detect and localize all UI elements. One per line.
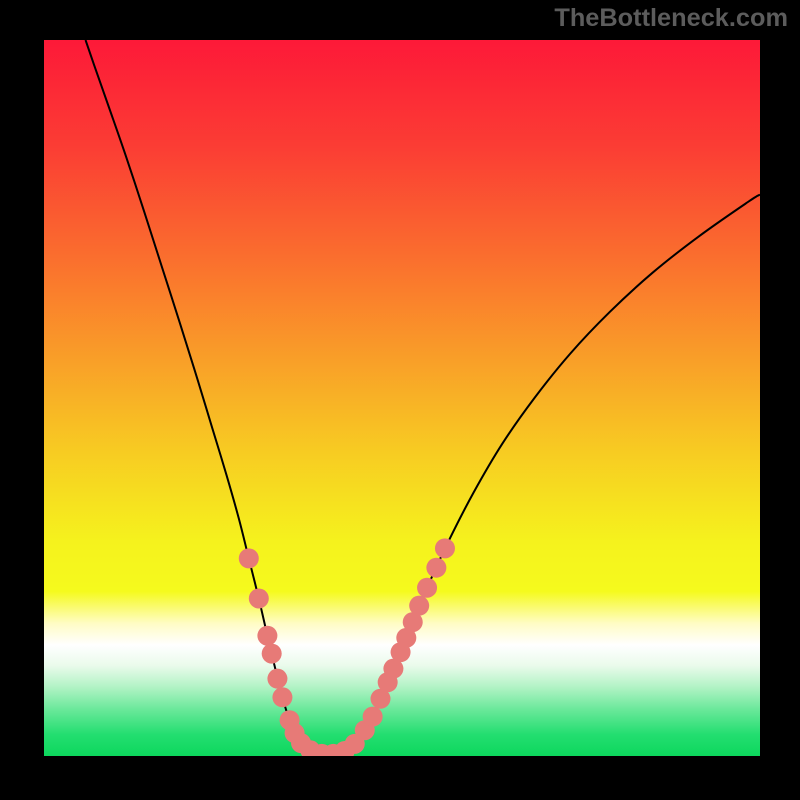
marker-dot: [435, 538, 455, 558]
chart-overlay-svg: [44, 40, 760, 756]
chart-root: { "canvas": { "width": 800, "height": 80…: [0, 0, 800, 800]
marker-dot: [257, 626, 277, 646]
marker-dot: [426, 558, 446, 578]
marker-dot: [239, 548, 259, 568]
marker-dot: [363, 707, 383, 727]
marker-dot: [262, 644, 282, 664]
marker-dot: [417, 578, 437, 598]
marker-group: [239, 538, 455, 756]
marker-dot: [409, 596, 429, 616]
marker-dot: [267, 669, 287, 689]
marker-dot: [272, 687, 292, 707]
watermark-text: TheBottleneck.com: [554, 4, 788, 33]
plot-area: [44, 40, 760, 756]
v-curve: [86, 40, 760, 755]
marker-dot: [249, 588, 269, 608]
